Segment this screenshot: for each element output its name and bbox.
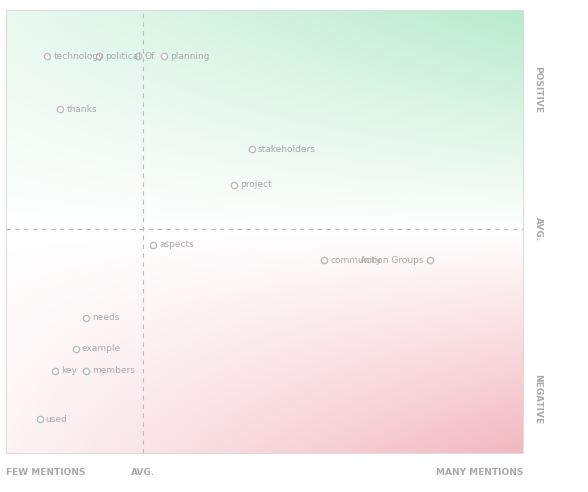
Text: needs: needs [92,313,120,322]
Text: members: members [92,366,135,375]
Text: AVG.: AVG. [131,468,155,477]
Text: aspects: aspects [159,240,194,249]
Text: used: used [46,415,68,424]
Text: NEGATIVE: NEGATIVE [533,374,543,425]
Text: example: example [82,344,121,353]
Text: project: project [240,180,272,189]
Text: MANY MENTIONS: MANY MENTIONS [436,468,523,477]
Text: community: community [330,255,382,265]
Text: FEW MENTIONS: FEW MENTIONS [6,468,85,477]
Text: thanks: thanks [66,105,97,114]
Text: AVG.: AVG. [533,217,543,241]
Text: political: political [105,52,141,61]
Text: POSITIVE: POSITIVE [533,66,543,113]
Text: Action Groups: Action Groups [360,255,424,265]
Text: key: key [61,366,77,375]
Text: technology: technology [54,52,104,61]
Text: planning: planning [170,52,209,61]
Text: stakeholders: stakeholders [258,145,316,154]
Text: Of: Of [144,52,154,61]
